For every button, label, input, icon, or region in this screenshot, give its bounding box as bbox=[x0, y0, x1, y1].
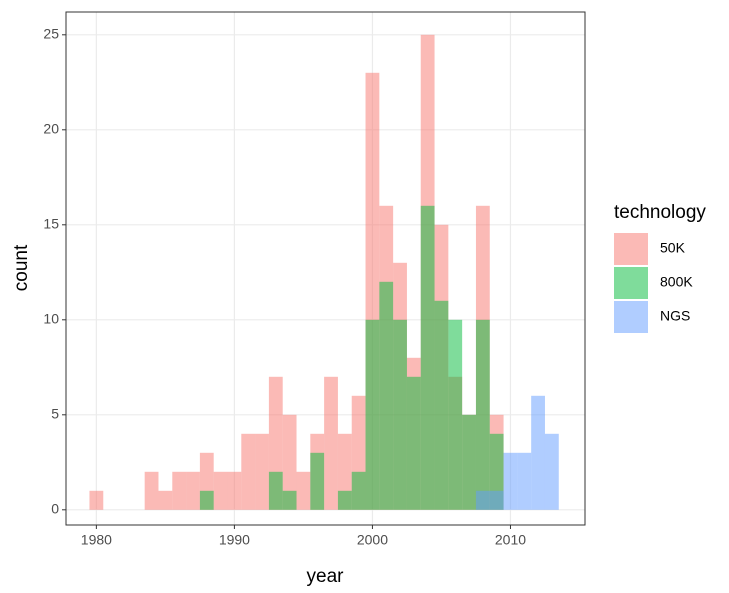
legend-key bbox=[614, 301, 648, 333]
bar bbox=[144, 471, 159, 510]
y-tick-label: 20 bbox=[43, 121, 59, 137]
bar bbox=[489, 490, 504, 510]
bar bbox=[448, 319, 463, 510]
bar bbox=[268, 471, 283, 510]
bar bbox=[351, 471, 366, 510]
bar bbox=[420, 205, 435, 510]
bar bbox=[324, 376, 338, 510]
x-tick-label: 2000 bbox=[357, 532, 388, 548]
bar bbox=[337, 490, 352, 510]
bar bbox=[282, 414, 297, 510]
bar bbox=[379, 281, 394, 510]
bar bbox=[296, 471, 311, 510]
bar bbox=[186, 471, 200, 510]
y-tick-label: 25 bbox=[43, 26, 59, 42]
bar bbox=[310, 452, 325, 510]
x-tick-label: 1980 bbox=[81, 532, 112, 548]
bar bbox=[241, 433, 256, 510]
bar bbox=[89, 490, 104, 510]
bar bbox=[517, 452, 532, 510]
bar bbox=[172, 471, 187, 510]
legend-key bbox=[614, 267, 648, 299]
bar bbox=[531, 395, 545, 510]
bar bbox=[462, 414, 476, 510]
bar bbox=[475, 490, 490, 510]
bar bbox=[213, 471, 228, 510]
bar bbox=[199, 490, 214, 510]
bar bbox=[255, 433, 269, 510]
x-tick-label: 1990 bbox=[219, 532, 250, 548]
legend-title: technology bbox=[614, 202, 706, 223]
y-tick-label: 0 bbox=[51, 501, 59, 517]
y-tick-label: 10 bbox=[43, 311, 59, 327]
bar bbox=[434, 300, 449, 510]
bar bbox=[544, 433, 559, 510]
bar bbox=[158, 490, 173, 510]
bar bbox=[475, 319, 490, 510]
bar bbox=[365, 319, 380, 510]
y-axis-label: count bbox=[11, 244, 32, 291]
y-tick-label: 5 bbox=[51, 406, 59, 422]
bar bbox=[503, 452, 518, 510]
y-tick-label: 15 bbox=[43, 216, 59, 232]
x-axis-label: year bbox=[307, 566, 345, 587]
legend-key bbox=[614, 233, 648, 265]
legend-label: 800K bbox=[660, 274, 693, 290]
plot-border bbox=[65, 11, 586, 526]
x-tick-label: 2010 bbox=[495, 532, 526, 548]
bar bbox=[227, 471, 242, 510]
bar bbox=[406, 376, 421, 510]
bar bbox=[282, 490, 297, 510]
legend-label: NGS bbox=[660, 308, 690, 324]
legend-label: 50K bbox=[660, 240, 686, 256]
bar bbox=[393, 319, 407, 510]
